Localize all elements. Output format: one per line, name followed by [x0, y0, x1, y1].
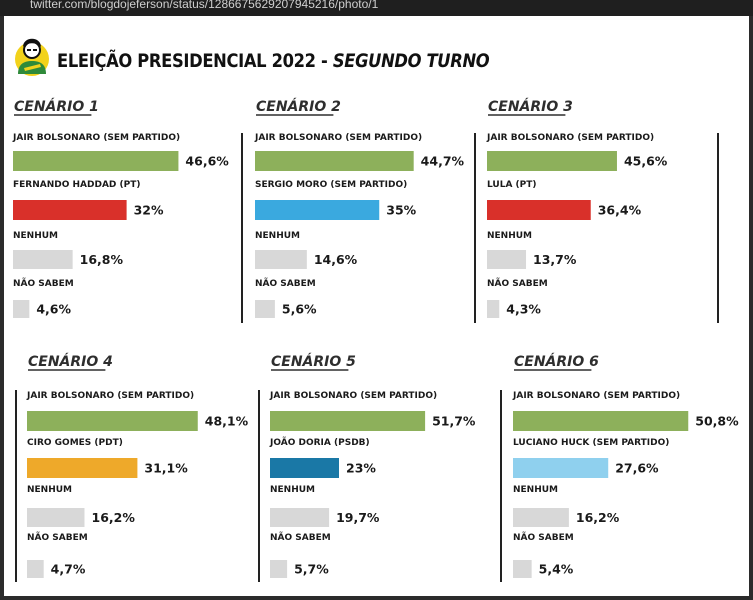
data-label: 16,8% — [80, 252, 124, 267]
candidate-label: NENHUM — [513, 485, 558, 495]
data-bar — [13, 200, 127, 220]
data-bar — [270, 411, 426, 431]
data-bar — [255, 300, 275, 318]
data-bar — [255, 151, 414, 171]
data-label: 4,3% — [506, 302, 541, 317]
data-label: 13,7% — [533, 252, 577, 267]
candidate-label: FERNANDO HADDAD (PT) — [13, 180, 140, 190]
data-bar — [27, 411, 198, 431]
candidate-label: SERGIO MORO (SEM PARTIDO) — [255, 180, 407, 190]
page-title: ELEIÇÃO PRESIDENCIAL 2022 - SEGUNDO TURN… — [57, 50, 490, 72]
candidate-label: JAIR BOLSONARO (SEM PARTIDO) — [12, 133, 180, 143]
candidate-label: NENHUM — [270, 485, 315, 495]
candidate-label: JAIR BOLSONARO (SEM PARTIDO) — [269, 391, 437, 401]
data-label: 4,6% — [36, 302, 71, 317]
data-label: 16,2% — [576, 510, 620, 525]
candidate-label: CIRO GOMES (PDT) — [27, 438, 123, 448]
candidate-label: JOÃO DORIA (PSDB) — [269, 437, 370, 448]
data-bar — [27, 560, 44, 578]
url-text: twitter.com/blogdojeferson/status/128667… — [30, 0, 379, 11]
data-label: 31,1% — [144, 461, 188, 476]
candidate-label: JAIR BOLSONARO (SEM PARTIDO) — [486, 133, 654, 143]
browser-url-bar[interactable]: twitter.com/blogdojeferson/status/128667… — [0, 0, 753, 16]
data-label: 5,7% — [294, 562, 329, 577]
candidate-label: LULA (PT) — [487, 180, 537, 190]
data-label: 51,7% — [432, 414, 476, 429]
candidate-label: NÃO SABEM — [487, 278, 548, 289]
data-bar — [13, 151, 179, 171]
data-label: 27,6% — [615, 461, 659, 476]
data-label: 5,6% — [282, 302, 317, 317]
avatar-logo-icon — [15, 38, 49, 76]
candidate-label: LUCIANO HUCK (SEM PARTIDO) — [513, 438, 669, 448]
infographic-card: ELEIÇÃO PRESIDENCIAL 2022 - SEGUNDO TURN… — [4, 16, 749, 596]
data-label: 50,8% — [695, 414, 739, 429]
data-label: 4,7% — [51, 562, 86, 577]
candidate-label: JAIR BOLSONARO (SEM PARTIDO) — [254, 133, 422, 143]
data-label: 32% — [134, 203, 164, 218]
data-bar — [270, 508, 330, 527]
candidate-label: NÃO SABEM — [255, 278, 316, 289]
candidate-label: NENHUM — [13, 231, 58, 241]
data-bar — [255, 200, 380, 220]
data-label: 23% — [346, 461, 376, 476]
data-label: 48,1% — [205, 414, 249, 429]
data-bar — [270, 458, 339, 478]
data-label: 36,4% — [598, 203, 642, 218]
data-bar — [27, 458, 138, 478]
data-label: 44,7% — [421, 154, 465, 169]
scenario-title: CENÁRIO 3 — [488, 98, 573, 115]
data-bar — [270, 560, 288, 578]
candidate-label: NENHUM — [27, 485, 72, 495]
title-turno: SEGUNDO TURNO — [332, 50, 490, 72]
data-bar — [513, 560, 532, 578]
candidate-label: NENHUM — [487, 231, 532, 241]
data-label: 35% — [386, 203, 416, 218]
candidate-label: NÃO SABEM — [13, 278, 74, 289]
data-label: 5,4% — [539, 562, 574, 577]
candidate-label: JAIR BOLSONARO (SEM PARTIDO) — [512, 391, 680, 401]
candidate-label: NÃO SABEM — [270, 532, 331, 543]
candidate-label: JAIR BOLSONARO (SEM PARTIDO) — [26, 391, 194, 401]
candidate-label: NÃO SABEM — [27, 532, 88, 543]
scenarios-chart: CENÁRIO 1 JAIR BOLSONARO (SEM PARTIDO) 46,… — [12, 98, 739, 582]
data-bar — [487, 250, 527, 269]
data-bar — [13, 300, 30, 318]
data-label: 19,7% — [336, 510, 380, 525]
data-bar — [27, 508, 85, 527]
data-label: 45,6% — [624, 154, 668, 169]
data-label: 46,6% — [185, 154, 229, 169]
data-bar — [513, 508, 569, 527]
scenario-title: CENÁRIO 1 — [14, 98, 99, 115]
data-bar — [513, 458, 609, 478]
data-bar — [487, 151, 617, 171]
candidate-label: NÃO SABEM — [513, 532, 574, 543]
scenario-title: CENÁRIO 5 — [271, 353, 356, 370]
data-bar — [513, 411, 689, 431]
data-bar — [487, 300, 500, 318]
scenario-title: CENÁRIO 6 — [514, 353, 599, 370]
title-main: ELEIÇÃO PRESIDENCIAL 2022 - — [57, 50, 333, 72]
data-bar — [13, 250, 73, 269]
scenario-title: CENÁRIO 4 — [28, 353, 113, 370]
candidate-label: NENHUM — [255, 231, 300, 241]
scenario-title: CENÁRIO 2 — [256, 98, 341, 115]
data-label: 16,2% — [92, 510, 136, 525]
data-bar — [487, 200, 591, 220]
data-bar — [255, 250, 307, 269]
data-label: 14,6% — [314, 252, 358, 267]
